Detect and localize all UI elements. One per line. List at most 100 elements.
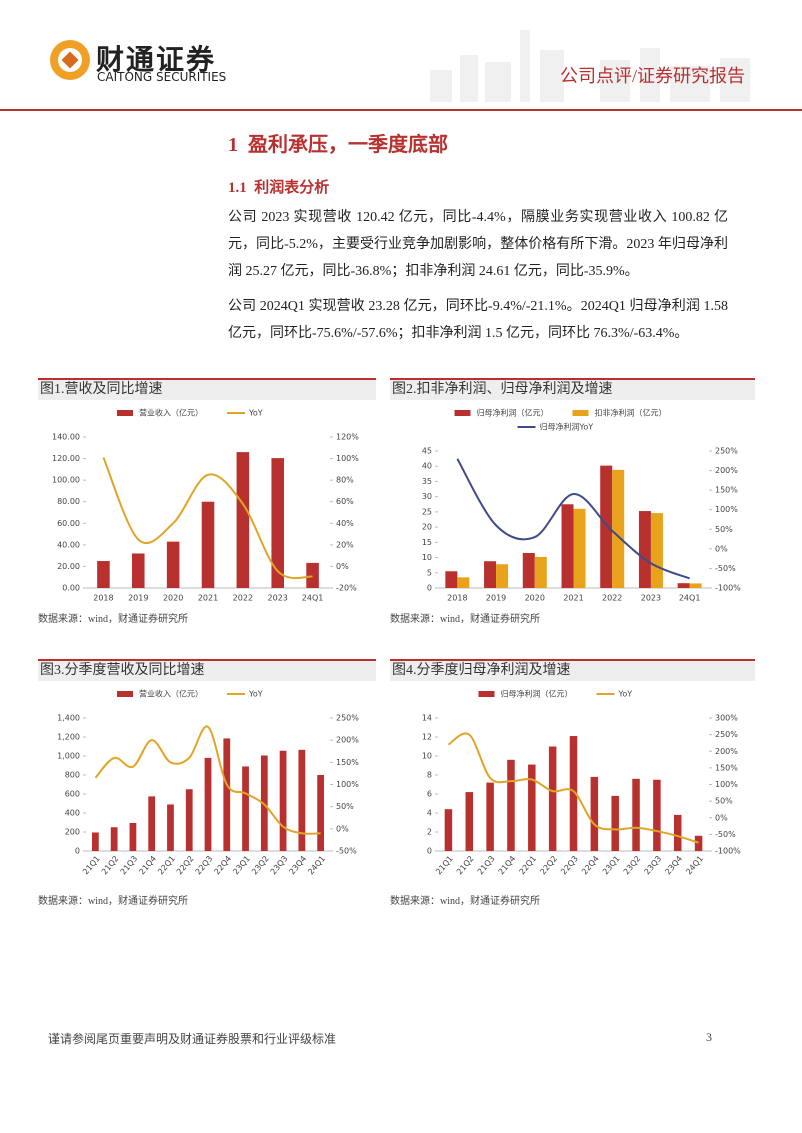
x-tick-label: 22Q4 [580, 854, 601, 876]
bar [677, 583, 690, 588]
bar [507, 759, 515, 851]
y2-tick-label: 100% [715, 505, 738, 514]
y2-tick-label: 100% [715, 780, 738, 789]
x-tick-label: 2019 [486, 594, 506, 603]
y2-tick-label: 150% [715, 486, 738, 495]
x-tick-label: 22Q2 [538, 854, 559, 876]
chart: 归母净利润（亿元） YoY 0 2 4 6 8 10 12 14 -100% -50% 0% 50% 100… [422, 689, 741, 877]
y-tick-label: 14 [422, 714, 432, 723]
bar [242, 766, 249, 851]
y-tick-label: 8 [427, 771, 432, 780]
x-tick-label: 2023 [268, 594, 288, 603]
x-tick-label: 23Q2 [250, 854, 271, 876]
y-tick-label: 30 [422, 492, 432, 501]
bar [561, 504, 574, 588]
y-tick-label: 80.00 [57, 497, 80, 506]
y2-tick-label: 200% [336, 736, 359, 745]
bar [653, 779, 661, 851]
bar [612, 469, 625, 588]
bar [465, 792, 474, 851]
line-series [447, 732, 699, 844]
legend-swatch [478, 691, 495, 697]
section-heading: 1 盈利承压，一季度底部 [228, 128, 448, 157]
bar [638, 511, 651, 588]
subsection-heading: 1.1 利润表分析 [228, 176, 329, 197]
bar [600, 465, 613, 588]
figure-title: 图4.分季度归母净利润及增速 [390, 659, 755, 681]
x-tick-label: 2020 [163, 594, 183, 603]
x-tick-label: 23Q3 [269, 854, 290, 876]
y-tick-label: 0 [427, 584, 432, 593]
y-tick-label: 20.00 [57, 562, 80, 571]
bar [590, 776, 599, 851]
bar [486, 782, 494, 851]
y2-tick-label: 250% [715, 730, 738, 739]
bar [129, 822, 137, 851]
bar [166, 541, 180, 588]
x-tick-label: 23Q4 [288, 854, 309, 876]
y-tick-label: 20 [422, 523, 432, 532]
footer-disclaimer: 谨请参阅尾页重要声明及财通证券股票和行业评级标准 [48, 1032, 337, 1046]
y-tick-label: 400 [65, 809, 80, 818]
bar [317, 775, 324, 851]
figure-title: 图3.分季度营收及同比增速 [38, 659, 376, 681]
logo-cn: 财通证券 [96, 43, 217, 76]
y-tick-label: 25 [422, 507, 432, 516]
x-tick-label: 2022 [233, 594, 253, 603]
legend-label: 归母净利润YoY [540, 422, 594, 432]
y2-tick-label: 40% [336, 519, 354, 528]
bar [689, 583, 702, 588]
legend-label: 归母净利润（亿元） [477, 408, 549, 418]
x-tick-label: 24Q1 [679, 594, 701, 603]
y-tick-label: 12 [422, 733, 432, 742]
x-tick-label: 24Q1 [306, 854, 327, 876]
bar [185, 789, 193, 851]
y2-tick-label: 300% [715, 714, 738, 723]
header-graphic [0, 30, 802, 111]
x-tick-label: 21Q4 [137, 854, 158, 876]
y2-tick-label: 50% [715, 525, 733, 534]
y2-tick-label: 0% [715, 544, 728, 553]
bar [528, 764, 536, 851]
bar [694, 835, 703, 851]
y2-tick-label: 120% [336, 433, 359, 442]
bar [522, 552, 535, 588]
y2-tick-label: 50% [336, 802, 354, 811]
bar [223, 738, 231, 851]
y2-tick-label: 250% [336, 714, 359, 723]
logo-en: CAITONG SECURITIES [97, 70, 227, 84]
line-series [94, 725, 321, 835]
figure-source: 数据来源：wind，财通证券研究所 [38, 614, 188, 625]
y-tick-label: 10 [422, 553, 432, 562]
y-tick-label: 2 [427, 828, 432, 837]
y2-tick-label: -100% [715, 847, 741, 856]
x-tick-label: 21Q4 [497, 854, 518, 876]
bar [92, 832, 99, 851]
y-tick-label: 40.00 [57, 540, 80, 549]
bar [97, 561, 110, 588]
bar [457, 577, 470, 588]
legend-swatch [572, 410, 589, 416]
y-tick-label: 1,000 [57, 752, 80, 761]
y-tick-label: 1,200 [57, 733, 80, 742]
y2-tick-label: -50% [715, 830, 736, 839]
legend-label: YoY [618, 690, 633, 699]
bar [271, 458, 284, 588]
figure-source: 数据来源：wind，财通证券研究所 [390, 896, 540, 907]
legend-swatch [117, 691, 133, 697]
line-series [102, 457, 313, 580]
x-tick-label: 2021 [198, 594, 218, 603]
y2-tick-label: -20% [336, 584, 357, 593]
x-tick-label: 2019 [128, 594, 148, 603]
y2-tick-label: 150% [715, 763, 738, 772]
x-tick-label: 21Q2 [100, 854, 121, 876]
legend-label: 扣非净利润（亿元） [595, 408, 667, 418]
x-tick-label: 21Q3 [119, 854, 140, 876]
legend-swatch [454, 410, 471, 416]
x-tick-label: 22Q1 [517, 854, 538, 876]
bar [445, 571, 458, 588]
y-tick-label: 100.00 [52, 476, 80, 485]
y-tick-label: 4 [427, 809, 432, 818]
y-tick-label: 200 [65, 828, 80, 837]
